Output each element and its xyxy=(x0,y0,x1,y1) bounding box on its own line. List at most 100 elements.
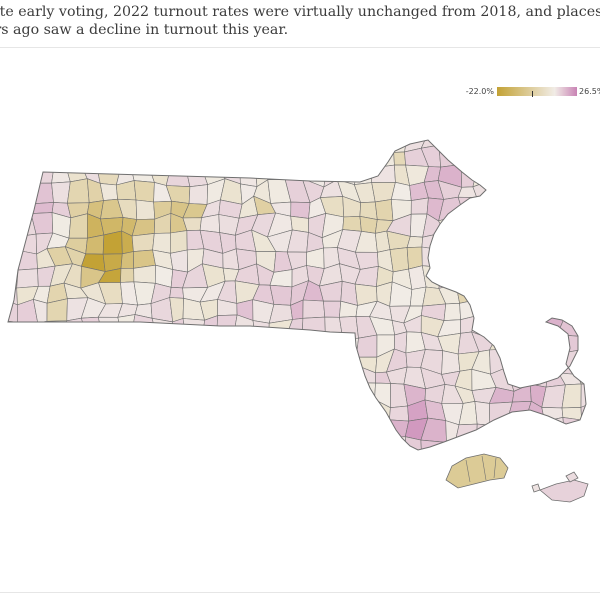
municipality-cell xyxy=(131,402,157,423)
municipality-cell xyxy=(135,440,157,450)
municipality-cell xyxy=(506,168,529,185)
municipality-cell xyxy=(563,433,583,450)
municipality-cell xyxy=(255,348,277,373)
municipality-cell xyxy=(15,365,36,392)
municipality-cell xyxy=(304,457,321,472)
municipality-cell xyxy=(47,435,68,450)
municipality-cell xyxy=(120,251,135,269)
municipality-cell xyxy=(8,365,22,392)
municipality-cell xyxy=(410,197,429,215)
municipality-cell xyxy=(155,453,169,472)
municipality-cell xyxy=(595,440,600,457)
municipality-cell xyxy=(341,435,356,450)
municipality-cell xyxy=(357,140,378,149)
municipality-cell xyxy=(302,299,326,319)
municipality-cell xyxy=(64,452,86,472)
municipality-cell xyxy=(169,249,189,273)
municipality-cell xyxy=(183,435,203,450)
municipality-cell xyxy=(131,334,158,357)
municipality-cell xyxy=(205,369,224,391)
municipality-cell xyxy=(235,140,260,149)
municipality-cell xyxy=(509,265,529,286)
municipality-cell xyxy=(70,386,90,406)
municipality-cell xyxy=(573,284,586,303)
municipality-cell xyxy=(51,163,71,184)
municipality-cell xyxy=(581,433,586,450)
municipality-cell xyxy=(267,433,292,450)
municipality-cell xyxy=(154,372,175,391)
municipality-cell xyxy=(97,386,119,405)
municipality-cell xyxy=(542,140,565,154)
municipality-cells xyxy=(8,140,600,473)
municipality-cell xyxy=(573,140,586,148)
municipality-cell xyxy=(255,366,276,391)
municipality-cell xyxy=(523,178,543,205)
municipality-cell xyxy=(506,452,528,473)
municipality-cell xyxy=(253,140,276,151)
municipality-cell xyxy=(341,146,360,171)
municipality-cell xyxy=(47,452,65,472)
municipality-cell xyxy=(255,456,269,472)
municipality-cell xyxy=(285,368,306,392)
municipality-cell xyxy=(63,140,88,150)
municipality-cell xyxy=(114,353,136,375)
municipality-cell xyxy=(149,440,175,450)
municipality-cell xyxy=(16,163,37,184)
municipality-cell xyxy=(30,370,55,390)
municipality-cell xyxy=(495,214,515,238)
municipality-cell xyxy=(592,269,600,285)
municipality-cell xyxy=(170,419,192,442)
legend-max-label: 26.5% xyxy=(579,87,600,96)
municipality-cell xyxy=(182,318,205,339)
state-outline xyxy=(7,139,587,451)
municipality-cell xyxy=(18,334,38,352)
municipality-cell xyxy=(8,179,17,197)
municipality-cell xyxy=(319,368,344,390)
municipality-cell xyxy=(477,265,494,290)
municipality-cell xyxy=(149,145,171,171)
municipality-cell xyxy=(8,250,21,271)
municipality-cell xyxy=(8,140,17,148)
municipality-cell xyxy=(530,336,546,357)
municipality-cell xyxy=(471,197,498,221)
municipality-cell xyxy=(558,452,582,472)
municipality-cell xyxy=(324,140,343,149)
municipality-cell xyxy=(459,140,478,147)
municipality-cell xyxy=(239,456,256,473)
municipality-cell xyxy=(508,314,532,340)
municipality-cell xyxy=(85,140,103,150)
municipality-cell xyxy=(544,334,558,357)
municipality-cell xyxy=(268,335,291,352)
municipality-cell xyxy=(185,335,206,351)
municipality-cell xyxy=(275,348,291,373)
municipality-cell xyxy=(304,436,322,450)
municipality-cell xyxy=(8,234,21,253)
municipality-cell xyxy=(336,416,359,443)
municipality-cell xyxy=(169,286,184,299)
municipality-cell xyxy=(561,231,581,254)
municipality-cell xyxy=(131,233,155,252)
municipality-cell xyxy=(169,230,188,254)
municipality-cell xyxy=(97,366,119,390)
municipality-cell xyxy=(136,417,157,443)
municipality-cell xyxy=(114,365,137,390)
municipality-cell xyxy=(561,383,582,409)
municipality-cell xyxy=(522,435,549,450)
municipality-cell xyxy=(492,140,515,154)
municipality-cell xyxy=(545,353,559,374)
municipality-cell xyxy=(392,454,406,472)
municipality-cell xyxy=(8,418,21,440)
marthas-vineyard xyxy=(445,453,509,489)
municipality-cell xyxy=(591,213,600,237)
municipality-cell xyxy=(319,386,340,409)
municipality-cell xyxy=(591,145,600,171)
municipality-cell xyxy=(169,140,190,148)
municipality-cell xyxy=(238,366,258,391)
municipality-cell xyxy=(97,352,122,369)
municipality-cell xyxy=(8,351,22,372)
municipality-cell xyxy=(541,196,559,218)
municipality-cell xyxy=(545,452,564,472)
municipality-cell xyxy=(556,349,582,375)
municipality-cell xyxy=(52,369,72,390)
municipality-cell xyxy=(505,417,527,440)
